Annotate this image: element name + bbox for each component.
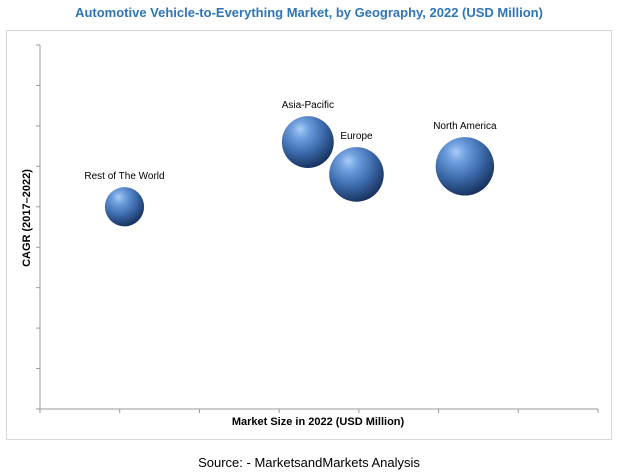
bubble-label: North America	[433, 121, 497, 132]
bubble-rest-of-the-world	[104, 187, 145, 227]
source-note: Source: - MarketsandMarkets Analysis	[198, 455, 420, 470]
bubble-label: Europe	[340, 131, 373, 142]
chart-title: Automotive Vehicle-to-Everything Market,…	[75, 5, 543, 20]
bubble-asia-pacific	[281, 116, 334, 169]
bubble-label: Asia-Pacific	[282, 100, 334, 111]
bubble-europe	[329, 147, 384, 202]
x-axis-title: Market Size in 2022 (USD Million)	[232, 416, 405, 428]
y-axis-title: CAGR (2017–2022)	[21, 169, 33, 267]
bubble-label: Rest of The World	[84, 171, 164, 182]
bubble-north-america	[435, 137, 495, 196]
chart-frame	[6, 30, 612, 440]
